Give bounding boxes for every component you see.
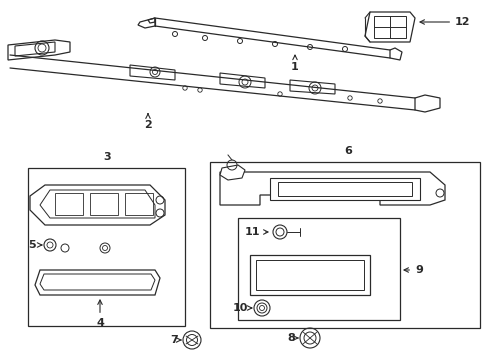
Text: 7: 7 (170, 335, 181, 345)
Polygon shape (30, 185, 164, 225)
Text: 1: 1 (290, 55, 298, 72)
Bar (209, 162, 479, 328)
Polygon shape (220, 172, 444, 205)
Text: 10: 10 (232, 303, 251, 313)
Bar (238, 218, 399, 320)
Text: 12: 12 (419, 17, 469, 27)
Text: 6: 6 (344, 146, 351, 156)
Text: 4: 4 (96, 300, 104, 328)
Polygon shape (249, 255, 369, 295)
Bar (28, 168, 184, 326)
Text: 11: 11 (244, 227, 267, 237)
Text: 5: 5 (28, 240, 42, 250)
Polygon shape (35, 270, 160, 295)
Polygon shape (269, 178, 419, 200)
Polygon shape (364, 12, 414, 42)
Text: 9: 9 (403, 265, 422, 275)
Text: 2: 2 (144, 114, 152, 130)
Text: 8: 8 (286, 333, 298, 343)
Text: 3: 3 (103, 152, 111, 162)
Polygon shape (220, 165, 244, 180)
